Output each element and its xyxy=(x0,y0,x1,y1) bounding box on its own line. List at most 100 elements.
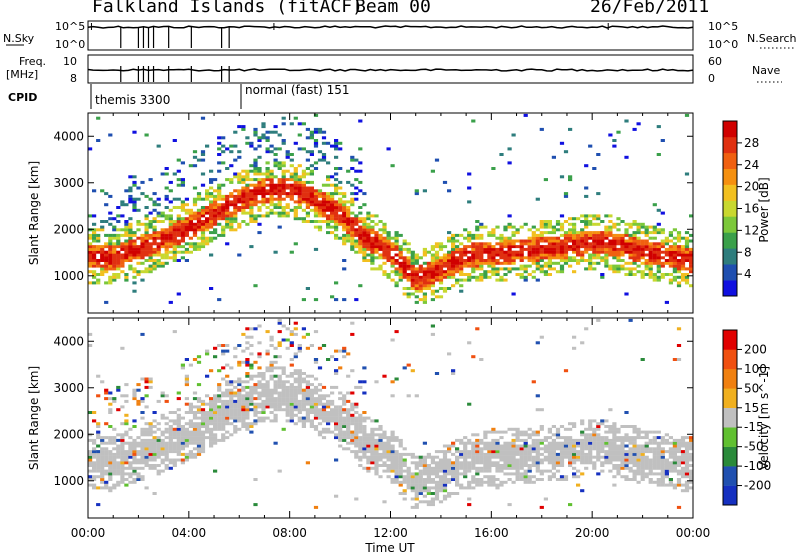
velData-cell-1183 xyxy=(358,430,363,434)
powerData-cell-420 xyxy=(180,233,185,237)
powerData-cell-288 xyxy=(152,259,157,262)
velData-cell-57 xyxy=(100,464,105,467)
velData-cell-763 xyxy=(257,341,262,345)
velData-cell-1698 xyxy=(499,480,504,484)
powerData-cell-1917 xyxy=(555,245,561,249)
velData-cell-198 xyxy=(132,472,137,476)
powerData-cell-1525 xyxy=(442,180,448,184)
velData-cell-369 xyxy=(172,450,177,454)
powerData-cell-1659 xyxy=(479,233,484,237)
velData-cell-2088 xyxy=(608,408,613,412)
velData-cell-1026 xyxy=(317,388,323,392)
velData-cell-1346 xyxy=(402,497,407,501)
velData-cell-109 xyxy=(112,483,117,487)
velData-cell-2075 xyxy=(608,469,613,473)
powerData-cell-996 xyxy=(309,130,314,134)
powerData-cell-261 xyxy=(144,222,149,226)
velData-cell-238 xyxy=(140,450,145,454)
powerData-cell-1533 xyxy=(447,259,452,262)
powerData-cell-612 xyxy=(225,220,230,223)
powerData-cell-1899 xyxy=(551,256,556,260)
powerData-cell-945 xyxy=(301,217,306,221)
velData-cell-1893 xyxy=(551,450,556,454)
velData-cell-1535 xyxy=(455,478,460,481)
powerData-cell-917 xyxy=(293,183,298,187)
powerData-cell-557 xyxy=(213,228,218,232)
velData-cell-72 xyxy=(104,469,109,473)
velData-cell-952 xyxy=(301,405,306,409)
powerData-cell-1736 xyxy=(503,239,508,243)
velData-cell-595 xyxy=(221,349,226,353)
powerData-cell-1385 xyxy=(406,273,411,276)
velData-cell-1383 xyxy=(414,505,419,509)
powerData-cell-1313 xyxy=(382,222,387,226)
powerData-cell-1930 xyxy=(559,250,565,254)
powerData-cell-228 xyxy=(136,220,141,223)
velData-cell-371 xyxy=(172,444,177,448)
powerData-cell-871 xyxy=(281,172,286,176)
velData-cell-1406 xyxy=(418,478,423,481)
powerData-cell-246 xyxy=(140,180,145,184)
powerData-cell-412 xyxy=(176,178,181,182)
powerData-cell-1170 xyxy=(350,236,355,240)
powerData-cell-1907 xyxy=(551,231,556,235)
powerData-cell-1112 xyxy=(334,141,339,145)
powerData-cell-1613 xyxy=(471,275,476,279)
powerData-cell-498 xyxy=(200,242,206,246)
powerData-cell-1315 xyxy=(386,273,391,276)
velData-cell-1015 xyxy=(317,433,323,437)
powerData-cell-1178 xyxy=(350,211,355,215)
velData-cell-1660 xyxy=(487,455,492,459)
velData-cell-1718 xyxy=(503,450,508,454)
powerData-cell-1587 xyxy=(463,273,468,276)
velData-cell-2139 xyxy=(624,461,629,465)
velData-cell-206 xyxy=(132,447,137,451)
velData-cell-2109 xyxy=(616,466,621,470)
powerData-cell-1620 xyxy=(471,253,476,257)
velData-cell-961 xyxy=(301,372,306,375)
powerData-cell-1427 xyxy=(418,289,423,293)
velData-cell-908 xyxy=(293,422,298,426)
powerData-cell-933 xyxy=(297,189,302,193)
powerData-cell-1032 xyxy=(317,150,323,154)
velData-cell-820 xyxy=(273,402,278,406)
velData-cell-2371 xyxy=(684,458,690,462)
powerData-cell-1826 xyxy=(531,239,536,243)
powerData-cell-13 xyxy=(88,228,93,232)
powerData-cell-1806 xyxy=(527,259,532,262)
powerData-cell-1926 xyxy=(559,264,565,268)
velData-cell-221 xyxy=(136,458,141,462)
powerData-cell-1779 xyxy=(515,228,520,232)
velData-cell-415 xyxy=(184,458,189,462)
velData-cell-227 xyxy=(136,402,141,406)
powerData-cell-2322 xyxy=(664,273,669,276)
velData-cell-2154 xyxy=(628,458,633,462)
velData-cell-765 xyxy=(261,419,266,423)
velData-cell-179 xyxy=(124,399,129,403)
velData-cell-1246 xyxy=(374,452,379,456)
powerData-cell-264 xyxy=(144,206,149,209)
velData-cell-266 xyxy=(144,422,149,426)
velData-cell-2186 xyxy=(636,464,641,467)
velData-cell-2005 xyxy=(584,433,589,437)
powerData-cell-1798 xyxy=(523,256,528,260)
powerData-cell-2099 xyxy=(604,245,609,249)
velData-cell-240 xyxy=(140,444,145,448)
powerData-cell-980 xyxy=(309,208,314,212)
powerData-cell-540 xyxy=(209,222,214,226)
velData-cell-581 xyxy=(221,422,226,426)
powerData-cell-1208 xyxy=(358,245,363,249)
powerData-cell-2239 xyxy=(640,239,645,243)
powerData-cell-1823 xyxy=(531,247,536,251)
powerData-cell-2142 xyxy=(616,256,621,260)
velData-cell-1058 xyxy=(330,416,335,420)
velData-cell-1783 xyxy=(519,430,524,434)
powerData-cell-1228 xyxy=(362,253,367,257)
velData-cell-2310 xyxy=(668,447,673,451)
velData-cell-1821 xyxy=(531,455,536,459)
velData-cell-1296 xyxy=(390,480,395,484)
powerData-cell-2345 xyxy=(672,278,677,282)
velData-cell-924 xyxy=(293,352,298,356)
powerData-cell-2251 xyxy=(644,242,649,246)
powerData-cell-330 xyxy=(160,233,165,237)
